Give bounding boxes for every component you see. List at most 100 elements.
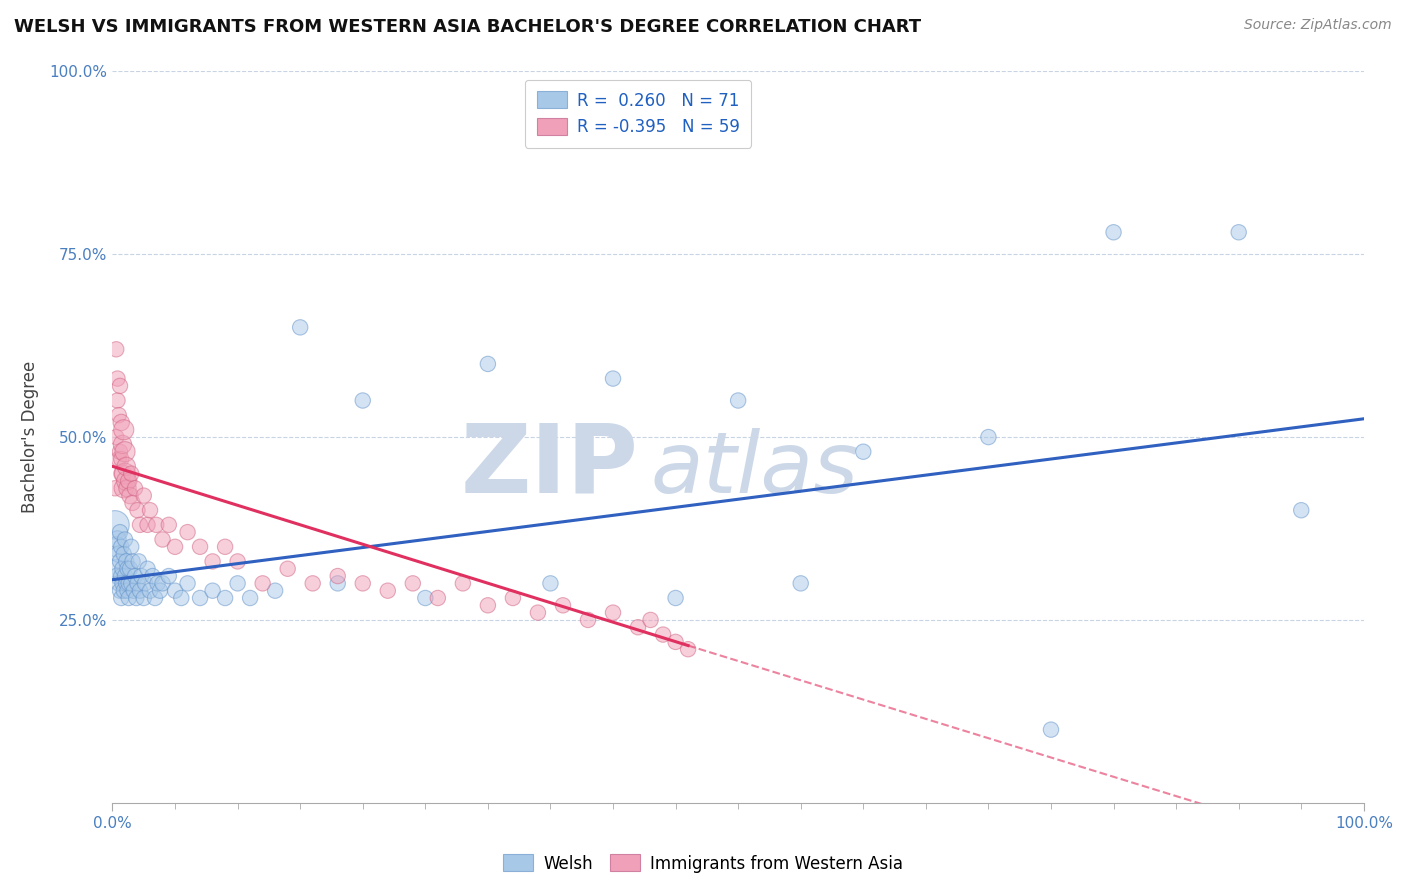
Point	[152, 533, 174, 547]
Point	[115, 474, 138, 488]
Text: atlas: atlas	[651, 428, 859, 511]
Point	[108, 444, 131, 458]
Point	[426, 591, 449, 605]
Point	[118, 591, 141, 605]
Point	[640, 613, 662, 627]
Point	[132, 591, 155, 605]
Point	[576, 613, 599, 627]
Point	[107, 371, 129, 385]
Point	[290, 320, 312, 334]
Point	[114, 467, 136, 481]
Point	[527, 606, 550, 620]
Point	[1227, 225, 1250, 239]
Point	[120, 467, 142, 481]
Point	[551, 599, 574, 613]
Point	[110, 452, 132, 467]
Point	[252, 576, 274, 591]
Point	[1291, 503, 1313, 517]
Point	[108, 583, 131, 598]
Point	[121, 554, 143, 568]
Point	[129, 569, 152, 583]
Point	[127, 503, 149, 517]
Point	[239, 591, 262, 605]
Point	[107, 533, 129, 547]
Point	[727, 393, 749, 408]
Point	[157, 569, 180, 583]
Point	[377, 583, 399, 598]
Point	[108, 525, 131, 540]
Point	[152, 576, 174, 591]
Point	[163, 583, 186, 598]
Point	[143, 591, 166, 605]
Point	[105, 343, 128, 357]
Point	[118, 474, 141, 488]
Point	[112, 423, 135, 437]
Point	[111, 467, 134, 481]
Point	[112, 547, 135, 561]
Point	[538, 576, 561, 591]
Point	[176, 525, 198, 540]
Point	[157, 517, 180, 532]
Point	[129, 517, 152, 532]
Text: Source: ZipAtlas.com: Source: ZipAtlas.com	[1244, 18, 1392, 32]
Point	[790, 576, 813, 591]
Point	[115, 554, 138, 568]
Legend: Welsh, Immigrants from Western Asia: Welsh, Immigrants from Western Asia	[496, 847, 910, 880]
Point	[326, 576, 349, 591]
Point	[127, 576, 149, 591]
Point	[115, 576, 138, 591]
Point	[145, 517, 167, 532]
Point	[201, 554, 224, 568]
Point	[105, 562, 128, 576]
Point	[107, 569, 129, 583]
Point	[120, 576, 142, 591]
Point	[277, 562, 299, 576]
Point	[413, 591, 436, 605]
Point	[664, 635, 686, 649]
Point	[149, 583, 172, 598]
Point	[110, 416, 132, 430]
Point	[226, 576, 249, 591]
Point	[117, 481, 139, 495]
Point	[136, 517, 159, 532]
Point	[112, 481, 135, 495]
Point	[176, 576, 198, 591]
Point	[139, 583, 162, 598]
Point	[105, 540, 128, 554]
Point	[602, 371, 624, 385]
Point	[214, 540, 236, 554]
Point	[136, 562, 159, 576]
Point	[352, 393, 374, 408]
Point	[117, 562, 139, 576]
Point	[652, 627, 675, 641]
Point	[108, 554, 131, 568]
Point	[326, 569, 349, 583]
Point	[134, 576, 156, 591]
Point	[146, 576, 169, 591]
Point	[104, 481, 127, 495]
Point	[115, 459, 138, 474]
Point	[627, 620, 650, 634]
Point	[502, 591, 524, 605]
Point	[108, 379, 131, 393]
Point	[118, 576, 141, 591]
Point	[120, 540, 142, 554]
Point	[107, 576, 129, 591]
Point	[124, 481, 146, 495]
Point	[139, 503, 162, 517]
Point	[118, 562, 141, 576]
Point	[110, 591, 132, 605]
Point	[105, 430, 128, 444]
Point	[125, 591, 148, 605]
Point	[110, 569, 132, 583]
Point	[477, 357, 499, 371]
Point	[107, 408, 129, 422]
Point	[352, 576, 374, 591]
Point	[104, 517, 127, 532]
Point	[977, 430, 1000, 444]
Point	[402, 576, 425, 591]
Point	[110, 540, 132, 554]
Point	[852, 444, 875, 458]
Text: WELSH VS IMMIGRANTS FROM WESTERN ASIA BACHELOR'S DEGREE CORRELATION CHART: WELSH VS IMMIGRANTS FROM WESTERN ASIA BA…	[14, 18, 921, 36]
Point	[107, 547, 129, 561]
